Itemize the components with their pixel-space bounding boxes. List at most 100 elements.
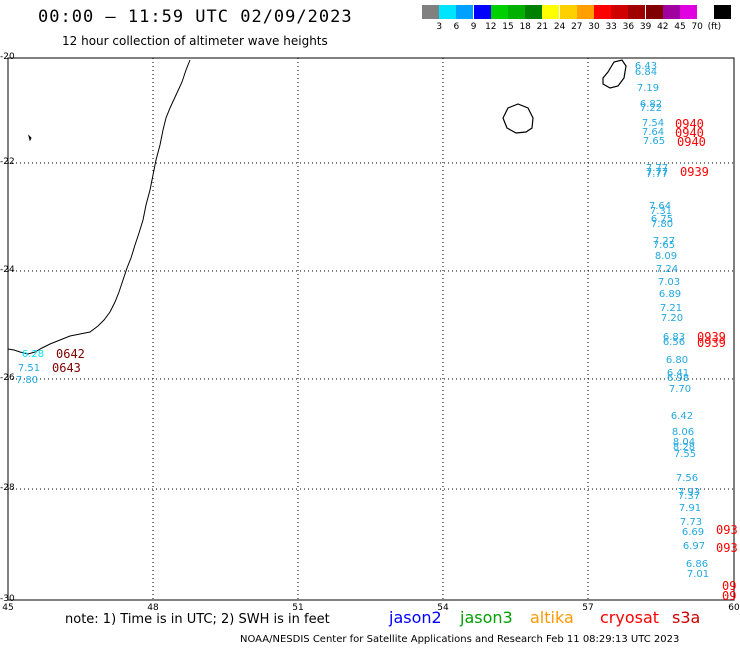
wave-height-label: 7.01 bbox=[686, 569, 710, 580]
wave-height-label: 6.89 bbox=[658, 289, 682, 300]
legend-tick-label: 12 bbox=[485, 22, 497, 32]
legend-swatch bbox=[456, 5, 474, 19]
latitude-label: -20 bbox=[0, 52, 15, 62]
wave-height-label: 7.21 bbox=[659, 303, 683, 314]
satellite-legend-s3a: s3a bbox=[672, 608, 701, 627]
pass-time-label: 0940 bbox=[677, 135, 706, 149]
wave-height-label: 6.56 bbox=[662, 337, 686, 348]
wave-height-label: 7.64 bbox=[641, 127, 665, 138]
latitude-label: -26 bbox=[0, 373, 15, 383]
pass-time-label: 0939 bbox=[680, 165, 709, 179]
legend-tick-label: 21 bbox=[536, 22, 549, 32]
legend-swatch bbox=[576, 5, 594, 19]
longitude-label: 48 bbox=[147, 603, 159, 613]
island-mauritius bbox=[602, 59, 627, 89]
pass-time-label: 09 bbox=[722, 579, 737, 593]
legend-swatch bbox=[559, 5, 577, 19]
satellite-legend-altika: altika bbox=[530, 608, 574, 627]
satellite-legend-jason3: jason3 bbox=[460, 608, 513, 627]
legend-swatch bbox=[594, 5, 611, 19]
legend-swatch bbox=[473, 5, 491, 19]
legend-swatch bbox=[525, 5, 543, 19]
grid-lines bbox=[8, 58, 734, 600]
wave-height-label: 7.91 bbox=[678, 503, 702, 514]
legend-tick-label: 30 bbox=[588, 22, 600, 32]
wave-height-label: 7.77 bbox=[645, 163, 669, 174]
wave-height-label: 7.37 bbox=[677, 491, 701, 502]
longitude-label: 54 bbox=[437, 603, 449, 613]
legend-swatch bbox=[422, 5, 439, 19]
wave-height-label: 7.03 bbox=[657, 277, 681, 288]
wave-height-label: 6.80 bbox=[665, 355, 689, 366]
legend-swatch bbox=[542, 5, 560, 19]
wave-height-label: 7.55 bbox=[673, 449, 697, 460]
coastline-madagascar bbox=[7, 59, 191, 355]
legend-swatch bbox=[680, 5, 697, 19]
wave-height-label: 7.80 bbox=[650, 219, 674, 230]
footnote: note: 1) Time is in UTC; 2) SWH is in fe… bbox=[65, 612, 330, 627]
longitude-label: 51 bbox=[292, 603, 304, 613]
wave-height-label: 7.20 bbox=[660, 313, 684, 324]
pass-time-label: 0643 bbox=[52, 361, 81, 375]
island-reunion bbox=[502, 103, 534, 134]
wave-height-label: 7.31 bbox=[649, 206, 673, 217]
pass-time-label: 0939 bbox=[697, 336, 726, 350]
legend-swatch bbox=[628, 5, 646, 19]
islet bbox=[28, 134, 32, 142]
legend-tick-label: 15 bbox=[502, 22, 514, 32]
page-title: 00:00 – 11:59 UTC 02/09/2023 bbox=[38, 7, 353, 27]
wave-height-label: 7.51 bbox=[17, 363, 41, 374]
wave-height-label: 6.84 bbox=[634, 67, 658, 78]
legend-swatch bbox=[439, 5, 457, 19]
pass-time-label: 0940 bbox=[675, 126, 704, 140]
legend-tick-label: (ft) bbox=[707, 22, 722, 32]
legend-tick-label: 70 bbox=[691, 22, 703, 32]
wave-height-label: 7.65 bbox=[642, 136, 666, 147]
wave-height-label: 7.64 bbox=[648, 201, 672, 212]
latitude-label: -24 bbox=[0, 265, 15, 275]
wave-height-label: 6.83 bbox=[662, 332, 686, 343]
legend-swatch bbox=[714, 5, 732, 19]
legend-tick-label: 45 bbox=[674, 22, 686, 32]
wave-height-label: 7.27 bbox=[652, 236, 676, 247]
wave-height-label: 8.09 bbox=[654, 251, 678, 262]
legend-swatch bbox=[508, 5, 525, 19]
wave-height-label: 6.82 bbox=[639, 99, 663, 110]
wave-height-label: 8.04 bbox=[672, 437, 696, 448]
wave-height-label: 7.80 bbox=[15, 375, 39, 386]
legend-tick-label: 39 bbox=[639, 22, 652, 32]
legend-tick-label: 9 bbox=[470, 22, 477, 32]
pass-time-label: 093 bbox=[716, 523, 738, 537]
pass-time-label: 0940 bbox=[675, 117, 704, 131]
legend-swatch bbox=[611, 5, 629, 19]
pass-time-label: 09 bbox=[722, 589, 737, 603]
pass-time-label: 0939 bbox=[697, 330, 726, 344]
wave-height-label: 7.22 bbox=[639, 103, 663, 114]
pass-time-label: 0642 bbox=[56, 347, 85, 361]
wave-height-label: 7.65 bbox=[652, 240, 676, 251]
map-frame bbox=[7, 57, 735, 601]
legend-tick-label: 36 bbox=[622, 22, 635, 32]
wave-height-label: 6.43 bbox=[634, 61, 658, 72]
wave-height-label: 7.70 bbox=[668, 384, 692, 395]
wave-height-label: 7.19 bbox=[636, 83, 660, 94]
legend-tick-label: 6 bbox=[453, 22, 460, 32]
wave-height-label: 6.97 bbox=[682, 541, 706, 552]
wave-height-label: 8.06 bbox=[671, 427, 695, 438]
legend-swatch bbox=[645, 5, 663, 19]
satellite-legend-jason2: jason2 bbox=[389, 608, 442, 627]
legend-tick-label: 18 bbox=[519, 22, 531, 32]
page-subtitle: 12 hour collection of altimeter wave hei… bbox=[62, 34, 328, 48]
legend-swatch bbox=[662, 5, 680, 19]
wave-height-label: 6.42 bbox=[670, 411, 694, 422]
wave-height-label: 7.93 bbox=[677, 487, 701, 498]
longitude-label: 57 bbox=[582, 603, 594, 613]
wave-height-label: 6.41 bbox=[666, 368, 690, 379]
longitude-label: 60 bbox=[728, 603, 740, 613]
credit-footer: NOAA/NESDIS Center for Satellite Applica… bbox=[240, 634, 680, 645]
wave-height-label: 7.54 bbox=[641, 118, 665, 129]
wave-height-label: 7.56 bbox=[675, 473, 699, 484]
wave-height-label: 6.69 bbox=[681, 527, 705, 538]
wave-height-label: 7.77 bbox=[645, 169, 669, 180]
wave-height-label: 7.73 bbox=[679, 517, 703, 528]
